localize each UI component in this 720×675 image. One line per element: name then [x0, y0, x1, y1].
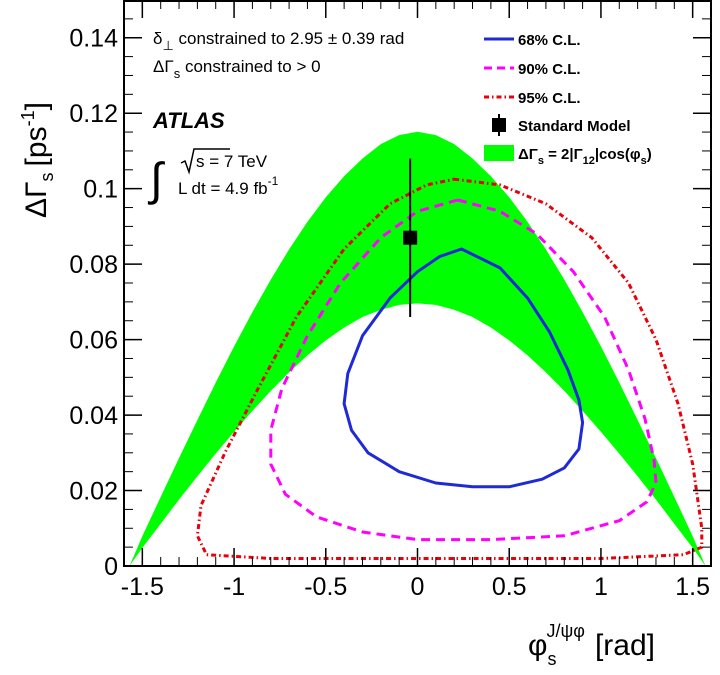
constraint-note-gamma: ΔΓs constrained to > 0 — [153, 57, 321, 81]
legend-label-cl68: 68% C.L. — [518, 32, 581, 49]
sqrt-icon — [180, 148, 230, 175]
lumi-label: L dt = 4.9 fb-1 — [178, 174, 279, 198]
constraint-note-delta: δ⊥ constrained to 2.95 ± 0.39 rad — [153, 29, 404, 53]
y-tick-label: 0.1 — [83, 176, 118, 204]
legend-label-cl95: 95% C.L. — [518, 90, 581, 107]
y-tick-label: 0 — [104, 553, 118, 581]
y-tick-label: 0.06 — [69, 327, 118, 355]
plot-area — [129, 131, 706, 566]
x-tick-label: -1 — [223, 573, 245, 601]
x-tick-label: 1 — [594, 573, 608, 601]
x-tick-label: 0 — [411, 573, 425, 601]
y-tick-label: 0.08 — [69, 251, 118, 279]
x-tick-label: -1.5 — [121, 573, 164, 601]
x-tick-label: 0.5 — [492, 573, 527, 601]
legend-swatch-sm — [492, 118, 506, 132]
legend-label-sm: Standard Model — [518, 118, 631, 135]
sm-band — [129, 131, 706, 566]
contour-cl95 — [195, 177, 704, 560]
y-tick-label: 0.02 — [69, 478, 118, 506]
legend: 68% C.L. 90% C.L. 95% C.L. Standard Mode… — [484, 32, 652, 167]
contour-cl68 — [342, 247, 585, 489]
x-tick-labels: -1.5 -1 -0.5 0 0.5 1 1.5 — [121, 573, 710, 601]
legend-label-cl90: 90% C.L. — [518, 61, 581, 78]
axis-ticks — [123, 0, 712, 567]
y-axis-title: ΔΓs[ps-1] — [18, 102, 57, 218]
x-tick-label: -0.5 — [304, 573, 347, 601]
integral-sign: ∫ — [147, 153, 165, 205]
x-tick-label: 1.5 — [675, 573, 710, 601]
y-tick-label: 0.04 — [69, 402, 118, 430]
y-tick-labels: 0 0.02 0.04 0.06 0.08 0.1 0.12 0.14 — [69, 25, 118, 581]
x-axis-title: φsJ/ψφ [rad] — [528, 621, 655, 669]
y-tick-label: 0.14 — [69, 25, 118, 53]
y-tick-label: 0.12 — [69, 100, 118, 128]
sm-point — [403, 230, 418, 245]
legend-swatch-band — [484, 145, 514, 161]
energy-label: s = 7 TeV — [196, 152, 268, 171]
experiment-label: ATLAS — [152, 108, 225, 133]
legend-label-band: ΔΓs = 2|Γ12|cos(φs) — [518, 146, 652, 167]
